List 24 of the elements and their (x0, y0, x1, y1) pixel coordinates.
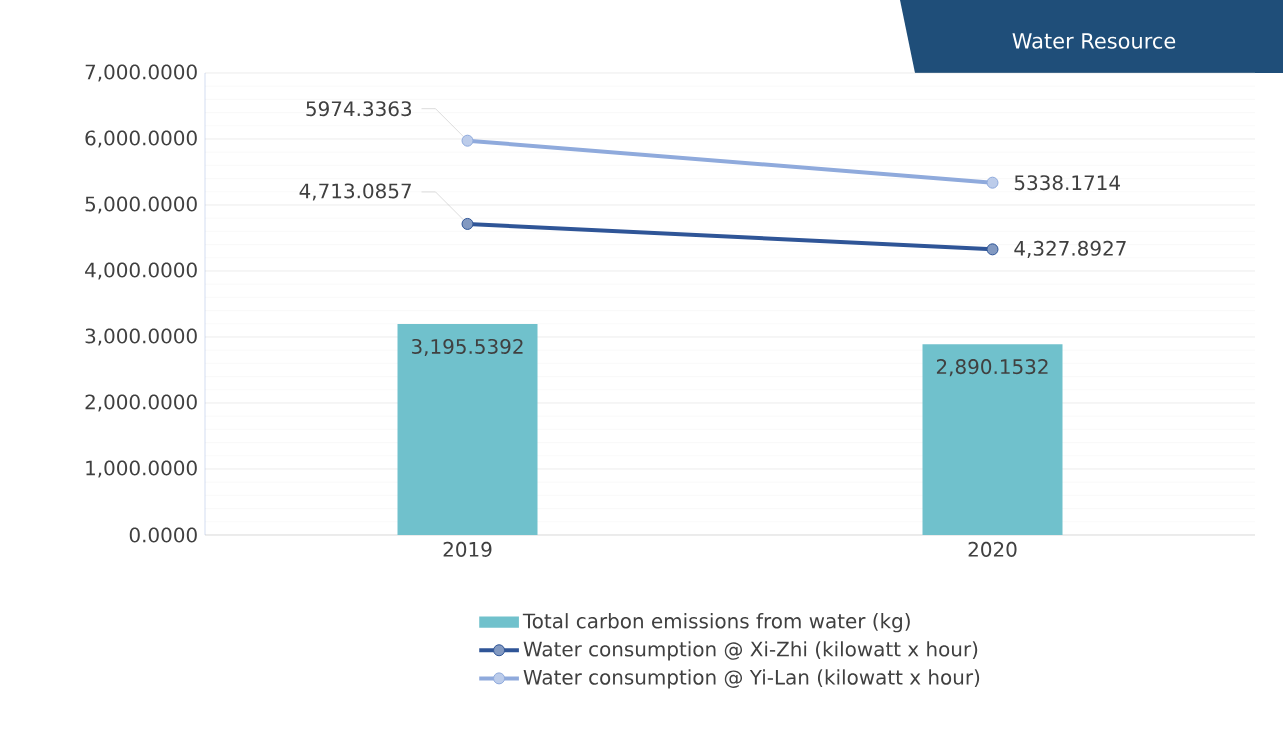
x-tick-label: 2019 (443, 541, 492, 557)
data-label: 5974.3363 (306, 101, 412, 117)
point (986, 176, 999, 189)
legend-label: Total carbon emissions from water (kg) (522, 613, 910, 633)
y-tick-label: 1,000.0000 (86, 460, 197, 478)
data-label: 2,890.1532 (936, 359, 1048, 377)
y-tick-label: 4,000.0000 (85, 262, 197, 280)
y-tick-label: 2,000.0000 (85, 394, 197, 412)
legend-label: Water consumption @ Yi-Lan (kilowatt x hour) (523, 669, 980, 689)
point (461, 134, 474, 147)
data-label: 5338.1714 (1014, 175, 1120, 191)
y-tick-label: 5,000.0000 (85, 196, 197, 214)
data-label: 4,713.0857 (299, 183, 411, 201)
data-label: 4,327.8927 (1014, 240, 1126, 258)
point (461, 217, 474, 230)
y-tick-label: 3,000.0000 (85, 328, 197, 346)
data-label: 3,195.5392 (411, 338, 523, 357)
y-tick-label: 7,000.0000 (85, 64, 197, 82)
y-tick-label: 0.0000 (129, 527, 197, 543)
chart-title: Water Resource (1012, 33, 1176, 49)
legend-label: Water consumption @ Xi-Zhi (kilowatt x hour) (523, 641, 978, 661)
point (986, 243, 999, 256)
x-tick-label: 2020 (968, 541, 1017, 557)
y-tick-label: 6,000.0000 (85, 130, 197, 148)
